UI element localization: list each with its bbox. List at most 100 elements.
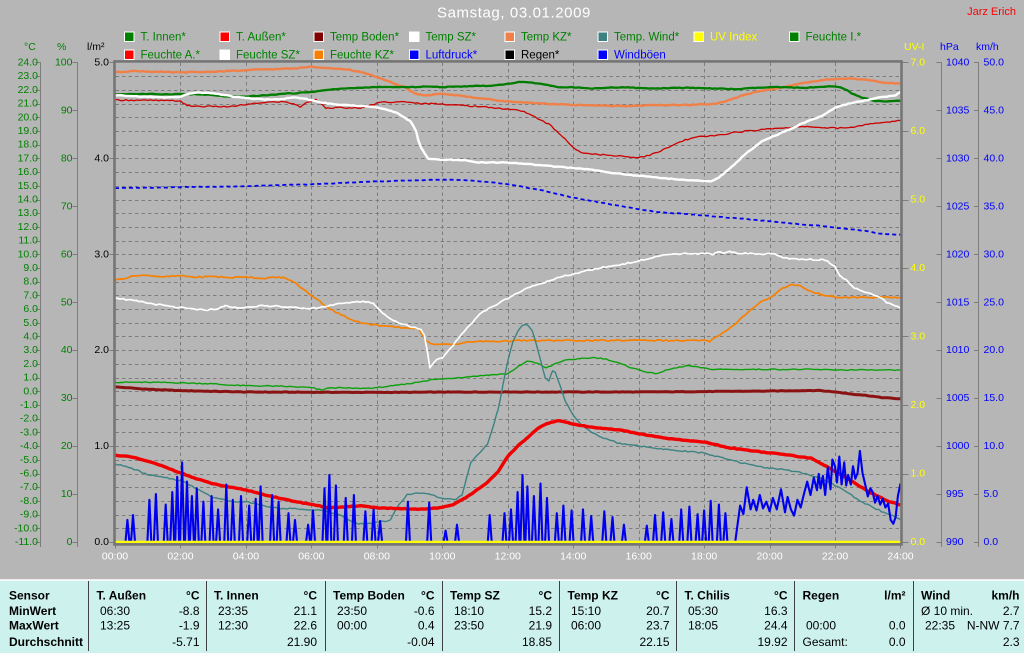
svg-text:5.0: 5.0 [984, 488, 999, 500]
svg-text:Luftdruck*: Luftdruck* [426, 49, 478, 61]
svg-text:0.0: 0.0 [889, 619, 906, 633]
svg-text:990: 990 [946, 536, 964, 548]
svg-text:2.0: 2.0 [94, 344, 109, 356]
svg-text:1.0: 1.0 [94, 440, 109, 452]
svg-text:2.3: 2.3 [1003, 635, 1020, 649]
svg-text:6.0: 6.0 [23, 303, 38, 315]
svg-text:1010: 1010 [946, 344, 970, 356]
svg-text:15:10: 15:10 [571, 604, 601, 618]
svg-text:4.0: 4.0 [94, 152, 109, 164]
svg-text:1005: 1005 [946, 392, 970, 404]
svg-text:24:00: 24:00 [887, 551, 913, 563]
svg-text:8.0: 8.0 [23, 276, 38, 288]
svg-text:km/h: km/h [976, 41, 999, 53]
svg-text:25.0: 25.0 [984, 296, 1005, 308]
svg-text:7.0: 7.0 [911, 57, 926, 69]
svg-text:Temp. Wind*: Temp. Wind* [614, 31, 680, 43]
svg-text:24.4: 24.4 [764, 619, 788, 633]
svg-text:2.0: 2.0 [911, 399, 926, 411]
svg-text:T. Außen: T. Außen [97, 589, 147, 603]
svg-text:00:00: 00:00 [102, 551, 128, 563]
svg-text:Temp SZ*: Temp SZ* [426, 31, 477, 43]
svg-text:Feuchte SZ*: Feuchte SZ* [236, 49, 300, 61]
svg-text:Regen*: Regen* [521, 49, 560, 61]
svg-text:Ø 10 min.: Ø 10 min. [921, 604, 973, 618]
svg-text:00:00: 00:00 [806, 619, 836, 633]
svg-text:5.0: 5.0 [94, 57, 109, 69]
svg-text:1020: 1020 [946, 248, 970, 260]
svg-text:-8.8: -8.8 [179, 604, 200, 618]
svg-text:5.0: 5.0 [911, 194, 926, 206]
svg-text:5.0: 5.0 [23, 317, 38, 329]
svg-text:10.0: 10.0 [18, 248, 39, 260]
svg-text:23:50: 23:50 [454, 619, 484, 633]
svg-text:1015: 1015 [946, 296, 970, 308]
svg-text:-0.6: -0.6 [414, 604, 435, 618]
svg-text:14.0: 14.0 [18, 194, 39, 206]
svg-text:°C: °C [24, 41, 36, 53]
svg-text:60: 60 [61, 248, 73, 260]
svg-text:°C: °C [304, 589, 318, 603]
svg-text:T. Chilis: T. Chilis [685, 589, 731, 603]
svg-text:16.0: 16.0 [18, 166, 39, 178]
svg-text:14:00: 14:00 [560, 551, 586, 563]
svg-text:80: 80 [61, 152, 73, 164]
svg-text:16:00: 16:00 [626, 551, 652, 563]
svg-text:15.0: 15.0 [984, 392, 1005, 404]
svg-text:T. Innen: T. Innen [214, 589, 259, 603]
svg-text:-10.0: -10.0 [14, 522, 38, 534]
svg-text:23:35: 23:35 [218, 604, 248, 618]
svg-text:15.0: 15.0 [18, 180, 39, 192]
svg-text:MinWert: MinWert [9, 604, 56, 618]
svg-text:Regen: Regen [803, 589, 840, 603]
svg-text:21.9: 21.9 [529, 619, 553, 633]
svg-text:1040: 1040 [946, 57, 970, 69]
svg-text:UV Index: UV Index [710, 31, 758, 43]
svg-text:km/h: km/h [991, 589, 1019, 603]
svg-text:Jarz Erich: Jarz Erich [967, 6, 1016, 18]
svg-text:13:25: 13:25 [100, 619, 130, 633]
svg-text:08:00: 08:00 [364, 551, 390, 563]
svg-text:35.0: 35.0 [984, 200, 1005, 212]
svg-text:1025: 1025 [946, 200, 970, 212]
svg-text:10.0: 10.0 [984, 440, 1005, 452]
svg-text:UV-I: UV-I [904, 41, 924, 53]
svg-text:Samstag, 03.01.2009: Samstag, 03.01.2009 [437, 4, 591, 21]
svg-text:1.0: 1.0 [23, 372, 38, 384]
svg-text:12:00: 12:00 [495, 551, 521, 563]
svg-text:50.0: 50.0 [984, 57, 1005, 69]
svg-text:22.0: 22.0 [18, 84, 39, 96]
svg-text:45.0: 45.0 [984, 104, 1005, 116]
svg-text:-4.0: -4.0 [20, 440, 38, 452]
svg-text:-7.0: -7.0 [20, 481, 38, 493]
svg-text:3.0: 3.0 [94, 248, 109, 260]
svg-text:21.0: 21.0 [18, 98, 39, 110]
svg-text:4.0: 4.0 [911, 262, 926, 274]
svg-text:50: 50 [61, 296, 73, 308]
svg-text:6.0: 6.0 [911, 125, 926, 137]
svg-text:0.0: 0.0 [94, 536, 109, 548]
svg-text:7.0: 7.0 [23, 289, 38, 301]
svg-text:22:35: 22:35 [925, 619, 955, 633]
svg-text:70: 70 [61, 200, 73, 212]
svg-text:0: 0 [67, 536, 73, 548]
svg-text:Wind: Wind [921, 589, 950, 603]
svg-text:20.0: 20.0 [18, 111, 39, 123]
svg-text:10:00: 10:00 [429, 551, 455, 563]
svg-text:T. Innen*: T. Innen* [141, 31, 187, 43]
svg-text:°C: °C [186, 589, 200, 603]
svg-text:90: 90 [61, 104, 73, 116]
svg-text:23.0: 23.0 [18, 70, 39, 82]
svg-text:°C: °C [774, 589, 788, 603]
svg-text:°C: °C [421, 589, 435, 603]
svg-text:Feuchte A.*: Feuchte A.* [141, 49, 201, 61]
svg-text:-9.0: -9.0 [20, 509, 38, 521]
svg-text:T. Außen*: T. Außen* [236, 31, 286, 43]
svg-text:21.1: 21.1 [294, 604, 318, 618]
svg-text:20:00: 20:00 [756, 551, 782, 563]
svg-text:20.7: 20.7 [646, 604, 670, 618]
svg-text:-5.0: -5.0 [20, 454, 38, 466]
svg-text:-1.0: -1.0 [20, 399, 38, 411]
svg-text:0.0: 0.0 [23, 385, 38, 397]
svg-text:22.15: 22.15 [639, 635, 669, 649]
